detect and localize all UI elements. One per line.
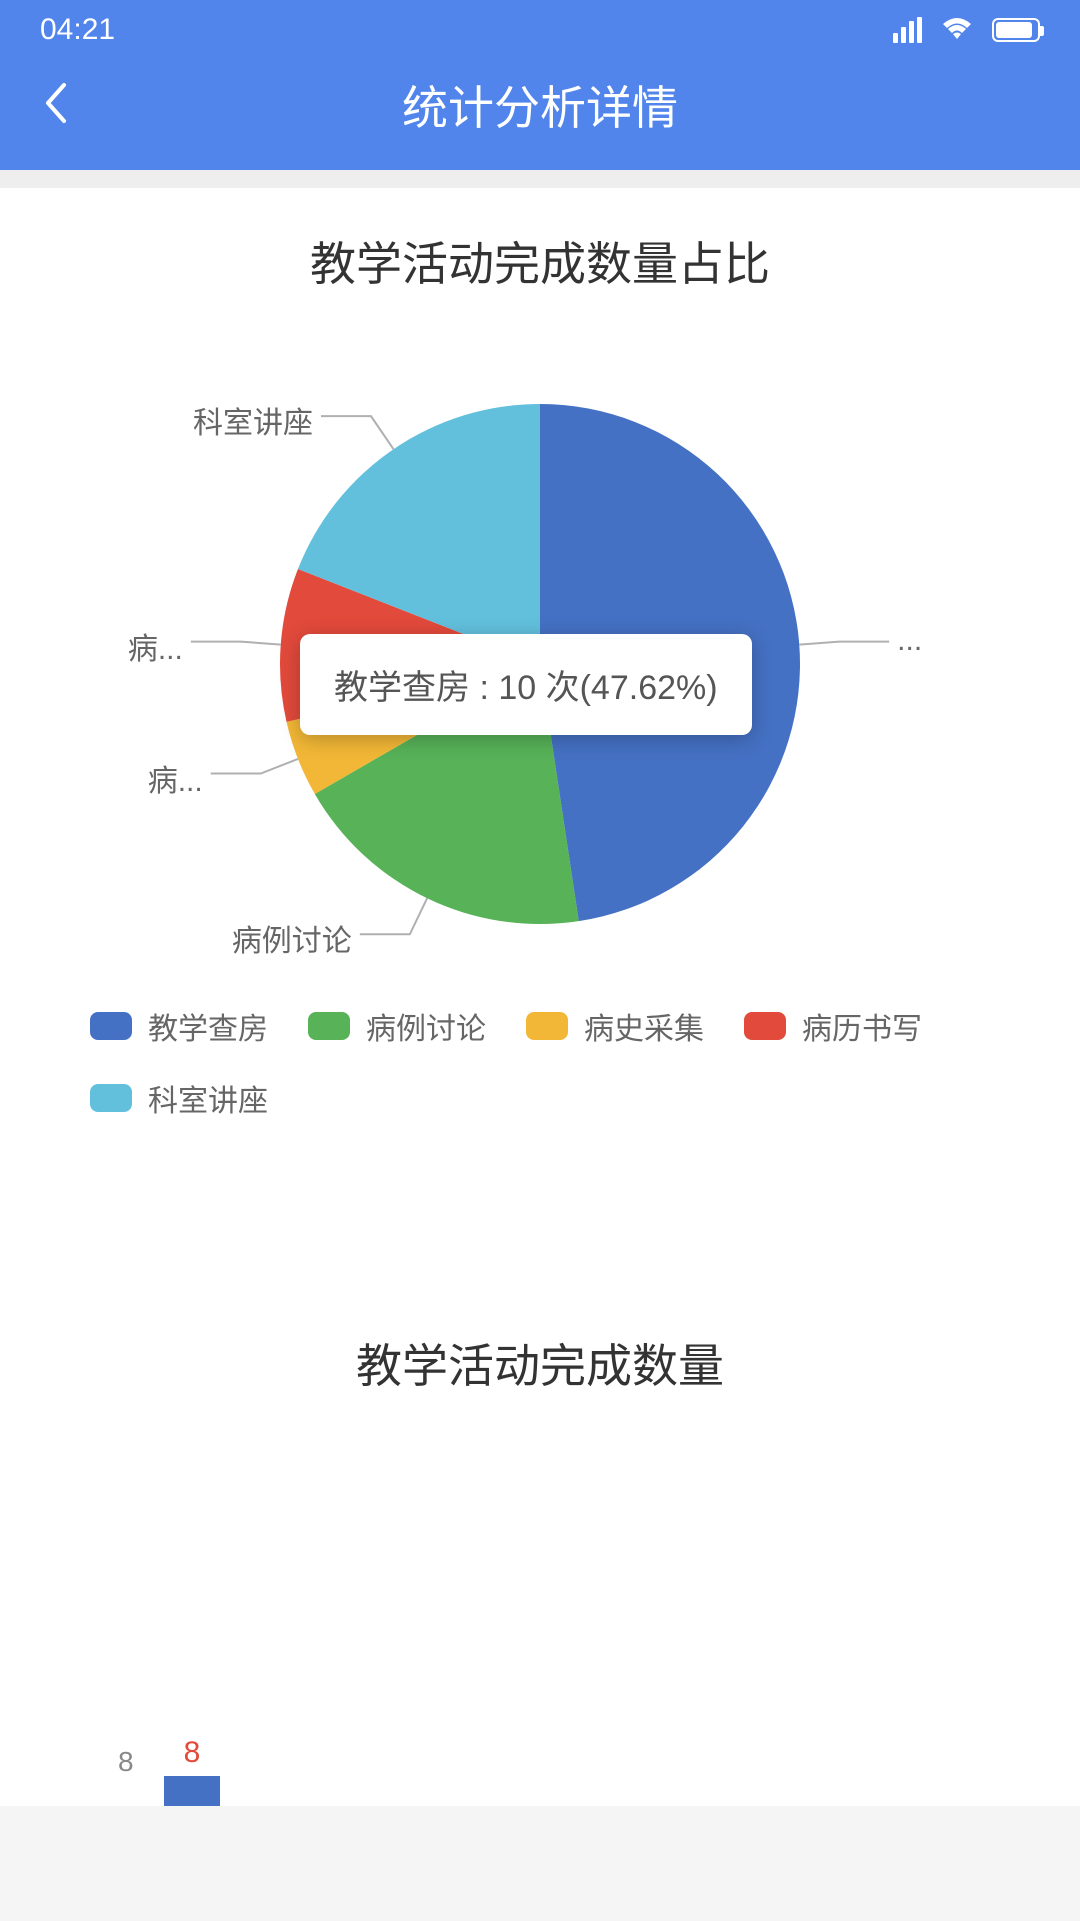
legend-item[interactable]: 病例讨论 <box>308 1004 486 1048</box>
pie-slice-label: 病... <box>128 624 183 668</box>
pie-chart-panel: 教学活动完成数量占比 ... 病例讨论 病... 病... 科室讲座 教学查房 : 10… <box>0 188 1080 1200</box>
signal-icon <box>893 17 922 43</box>
legend-item[interactable]: 教学查房 <box>90 1004 268 1048</box>
legend-item[interactable]: 科室讲座 <box>90 1076 268 1120</box>
status-bar: 04:21 <box>0 0 1080 60</box>
page-title: 统计分析详情 <box>0 72 1080 138</box>
bar-chart-panel: 教学活动完成数量 8 8 <box>0 1200 1080 1806</box>
battery-icon <box>992 18 1040 42</box>
section-divider <box>0 170 1080 188</box>
header-bar: 统计分析详情 <box>0 60 1080 170</box>
bar-value-label: 8 <box>184 1736 201 1770</box>
legend-swatch <box>308 1012 350 1040</box>
pie-chart-container: ...病例讨论病...病...科室讲座 教学查房 : 10 次(47.62%) <box>90 384 990 944</box>
pie-slice-label: 病例讨论 <box>232 916 352 960</box>
pie-slice-label: 病... <box>148 756 203 800</box>
legend-label: 病例讨论 <box>366 1004 486 1048</box>
pie-chart-title: 教学活动完成数量占比 <box>0 228 1080 294</box>
status-indicators <box>893 17 1040 43</box>
legend-item[interactable]: 病史采集 <box>526 1004 704 1048</box>
legend-label: 病史采集 <box>584 1004 704 1048</box>
bar-column[interactable] <box>164 1776 220 1806</box>
bar-chart-area: 8 8 <box>0 1546 1080 1806</box>
legend-swatch <box>90 1012 132 1040</box>
back-button[interactable] <box>30 78 80 128</box>
legend-swatch <box>526 1012 568 1040</box>
pie-tooltip: 教学查房 : 10 次(47.62%) <box>300 634 752 735</box>
legend-label: 科室讲座 <box>148 1076 268 1120</box>
tooltip-text: 教学查房 : 10 次(47.62%) <box>334 669 718 707</box>
legend-swatch <box>90 1084 132 1112</box>
bar-chart-title: 教学活动完成数量 <box>0 1330 1080 1396</box>
chevron-left-icon <box>42 81 68 125</box>
wifi-icon <box>940 17 974 43</box>
pie-slice-label: 科室讲座 <box>193 398 313 442</box>
legend-label: 病历书写 <box>802 1004 922 1048</box>
pie-slice-label: ... <box>897 624 922 658</box>
legend-item[interactable]: 病历书写 <box>744 1004 922 1048</box>
pie-legend: 教学查房 病例讨论 病史采集 病历书写科室讲座 <box>0 944 1080 1200</box>
status-time: 04:21 <box>40 13 115 47</box>
legend-swatch <box>744 1012 786 1040</box>
legend-label: 教学查房 <box>148 1004 268 1048</box>
y-axis-tick-label: 8 <box>118 1746 134 1778</box>
